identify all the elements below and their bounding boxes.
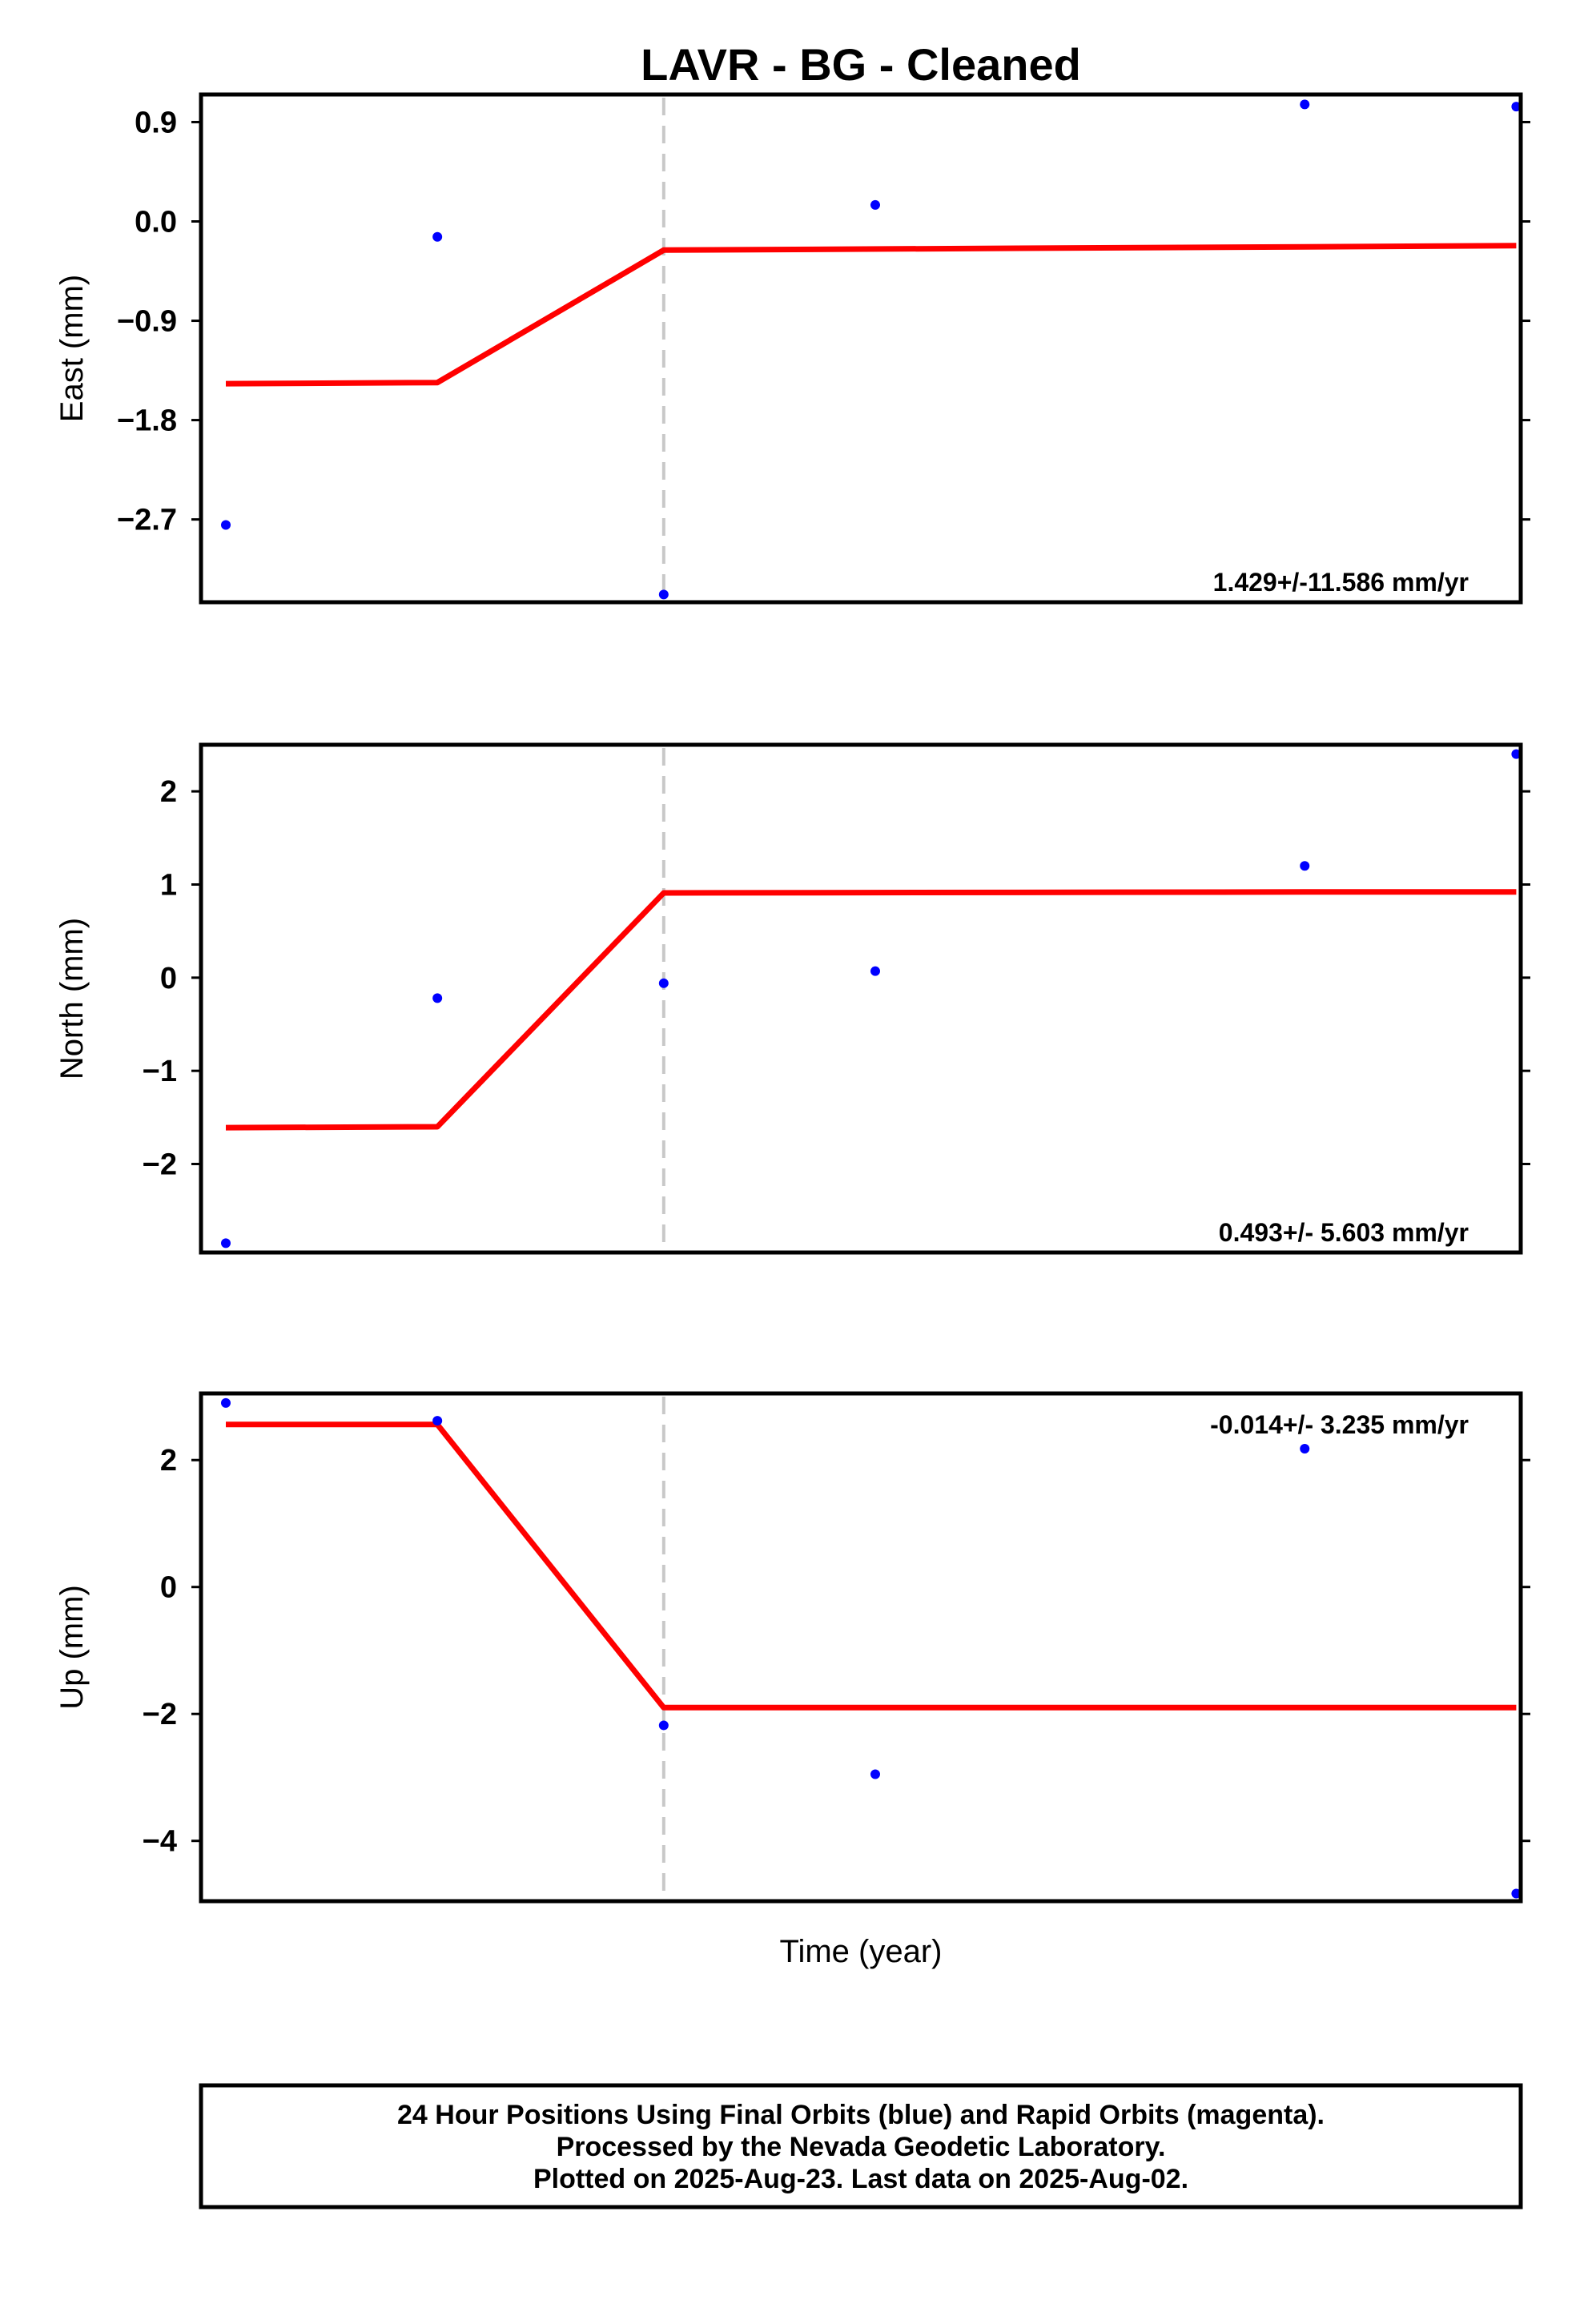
footer-line-2: Processed by the Nevada Geodetic Laborat…	[557, 2132, 1166, 2162]
x-axis-label: Time (year)	[780, 1934, 943, 1969]
data-point	[221, 1397, 231, 1408]
y-axis-label: North (mm)	[54, 918, 90, 1080]
data-point	[1300, 1443, 1310, 1454]
y-tick-label: −2	[143, 1698, 177, 1731]
north-panel: 2 1 0 −1 −2 North (mm) 0.493+/- 5.603 mm/yr	[54, 742, 1530, 1255]
plot-frame	[199, 92, 1523, 605]
footer-line-1: 24 Hour Positions Using Final Orbits (bl…	[397, 2100, 1325, 2130]
chart-title: LAVR - BG - Cleaned	[641, 39, 1081, 90]
y-tick-label: −2	[143, 1148, 177, 1181]
data-point	[1300, 99, 1310, 110]
data-point	[658, 978, 669, 988]
data-point	[870, 966, 880, 976]
y-tick-label: 0.0	[135, 206, 177, 239]
data-point	[1511, 749, 1522, 759]
plot-frame	[199, 1391, 1523, 1904]
y-tick-label: 0	[160, 962, 177, 995]
rate-label: 0.493+/- 5.603 mm/yr	[1219, 1218, 1469, 1247]
data-point	[1511, 1888, 1522, 1899]
y-axis-label: Up (mm)	[54, 1585, 90, 1710]
fit-line	[225, 243, 1517, 387]
y-tick-label: 2	[160, 775, 177, 809]
up-panel: 2 0 −2 −4 Up (mm) -0.014+/- 3.235 mm/yr	[54, 1391, 1530, 1904]
data-point	[432, 231, 443, 242]
y-tick-label: −2.7	[117, 504, 177, 537]
data-point	[221, 520, 231, 530]
data-point	[870, 1769, 880, 1779]
y-tick-label: 1	[160, 868, 177, 902]
plot-frame	[199, 742, 1523, 1255]
y-tick-label: −4	[143, 1825, 177, 1859]
data-point	[658, 589, 669, 600]
footer-box: 24 Hour Positions Using Final Orbits (bl…	[199, 2083, 1523, 2209]
y-tick-label: 0	[160, 1571, 177, 1605]
data-point	[221, 1238, 231, 1248]
data-point	[1511, 102, 1522, 112]
data-point	[870, 199, 880, 210]
rate-label: -0.014+/- 3.235 mm/yr	[1210, 1410, 1469, 1439]
east-panel: 0.9 0.0 −0.9 −1.8 −2.7 East (mm) 1.429+/-11.58…	[54, 92, 1530, 605]
rate-label: 1.429+/-11.586 mm/yr	[1213, 568, 1469, 597]
y-tick-label: −1	[143, 1055, 177, 1088]
data-point	[658, 1720, 669, 1731]
y-tick-label: −1.8	[117, 404, 177, 438]
y-axis-label: East (mm)	[54, 275, 90, 422]
footer-line-3: Plotted on 2025-Aug-23. Last data on 202…	[533, 2164, 1188, 2194]
fit-line	[226, 1421, 1517, 1711]
data-point	[432, 993, 443, 1003]
y-tick-label: −0.9	[117, 305, 177, 339]
data-point	[1300, 861, 1310, 871]
y-tick-label: 2	[160, 1444, 177, 1478]
data-point	[432, 1416, 443, 1426]
fit-line	[225, 889, 1517, 1131]
y-tick-label: 0.9	[135, 106, 177, 139]
